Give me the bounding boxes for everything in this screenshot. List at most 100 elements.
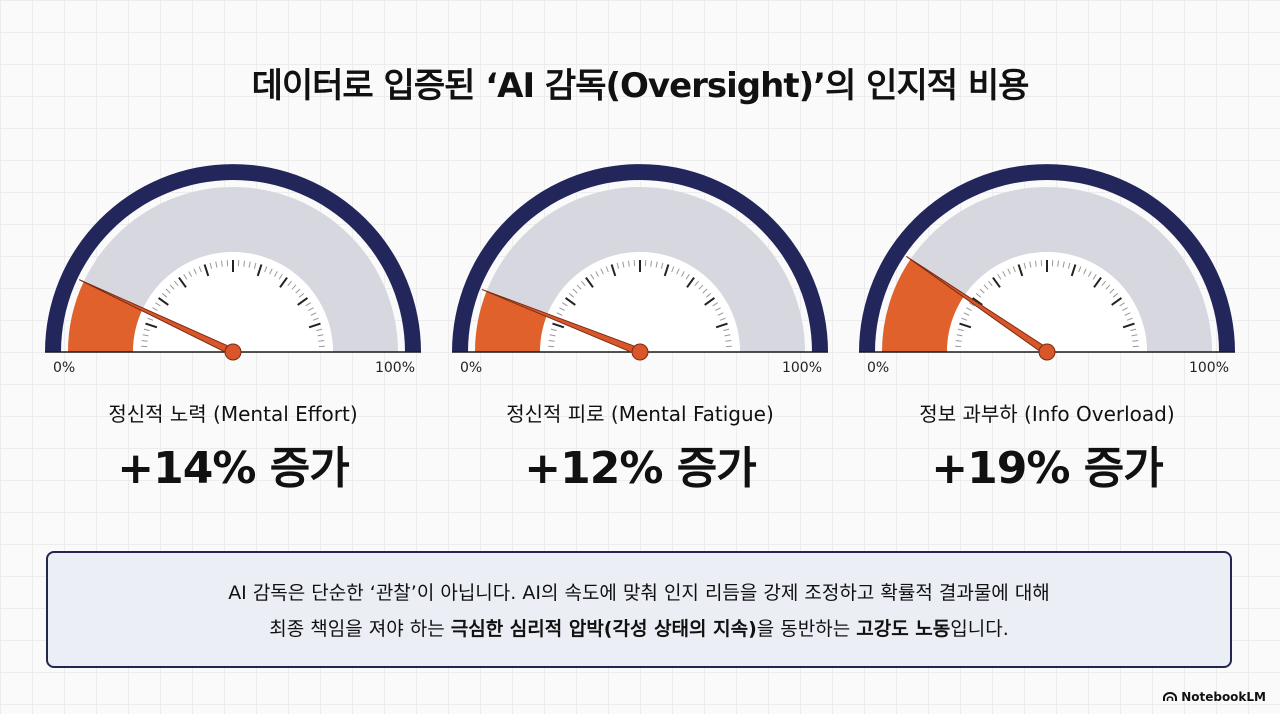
gauge-minor-tick <box>983 284 989 290</box>
gauge-minor-tick <box>717 312 724 316</box>
gauge-minor-tick <box>705 292 712 298</box>
gauge-major-tick <box>297 297 309 306</box>
gauge-major-tick <box>610 264 617 277</box>
gauge-minor-tick <box>312 317 319 321</box>
gauge-major-tick <box>178 276 187 288</box>
gauge-fill <box>68 281 143 352</box>
gauge-major-tick <box>663 264 670 277</box>
gauge-minor-tick <box>193 268 197 275</box>
brand-logo: NotebookLM <box>1163 690 1266 704</box>
gauge-minor-tick <box>1023 262 1027 269</box>
gauge-major-tick <box>971 297 983 306</box>
gauge-minor-tick <box>568 292 575 298</box>
gauge-minor-tick <box>556 312 563 316</box>
page-title: 데이터로 입증된 ‘AI 감독(Oversight)’의 인지적 비용 <box>251 66 1030 106</box>
gauge-minor-tick <box>550 328 557 332</box>
gauge-major-tick <box>1093 276 1102 288</box>
gauge-major-tick <box>203 264 210 277</box>
summary-note: AI 감독은 단순한 ‘관찰’이 아닙니다. AI의 속도에 맞춰 인지 리듬을… <box>46 551 1232 668</box>
gauge-minor-tick <box>316 328 323 332</box>
gauge-major-tick <box>1111 297 1123 306</box>
gauge-minor-tick <box>142 334 149 337</box>
gauge-minor-tick <box>963 312 970 316</box>
gauge-track <box>68 187 398 352</box>
gauge-minor-tick <box>317 334 324 337</box>
gauge-major-tick <box>992 276 1001 288</box>
gauge-minor-tick <box>595 271 600 277</box>
gauge-dial <box>859 164 1235 361</box>
gauge-max-label: 100% <box>1188 360 1229 376</box>
gauge-info-overload: 0% 100% 정보 과부하 (Info Overload) +19% 증가 <box>847 160 1247 510</box>
gauge-minor-tick <box>715 307 721 312</box>
gauge-minor-tick <box>1124 312 1131 316</box>
gauge-minor-tick <box>273 271 278 277</box>
gauge-minor-tick <box>173 280 179 287</box>
gauge-needle-hub <box>224 343 242 361</box>
gauge-minor-tick <box>183 274 188 280</box>
gauge-minor-tick <box>605 266 609 273</box>
gauge-minor-tick <box>676 268 680 275</box>
gauge-major-tick <box>256 264 263 277</box>
gauge-minor-tick <box>215 261 218 268</box>
gauge-minor-tick <box>141 339 148 342</box>
note-emphasis: 극심한 심리적 압박(각성 상태의 지속) <box>450 618 757 640</box>
gauge-mental-fatigue: 0% 100% 정신적 피로 (Mental Fatigue) +12% 증가 <box>440 160 840 510</box>
metric-label: 정신적 피로 (Mental Fatigue) <box>506 402 774 426</box>
gauge-minor-tick <box>1083 268 1087 275</box>
note-line-2: 최종 책임을 져야 하는 극심한 심리적 압박(각성 상태의 지속)을 동반하는… <box>48 611 1230 647</box>
gauge-minor-tick <box>590 274 595 280</box>
gauge-needle-hub <box>1038 343 1056 361</box>
gauge-minor-tick <box>1092 274 1097 280</box>
gauge-minor-tick <box>169 284 175 290</box>
note-line-1: AI 감독은 단순한 ‘관찰’이 아닙니다. AI의 속도에 맞춰 인지 리듬을… <box>228 582 1050 604</box>
gauge-minor-tick <box>1002 271 1007 277</box>
gauge-minor-tick <box>1087 271 1092 277</box>
gauge-minor-tick <box>987 280 993 287</box>
gauge-minor-tick <box>650 260 653 267</box>
gauge-minor-tick <box>724 334 731 337</box>
gauge-major-tick <box>145 322 158 329</box>
gauge-minor-tick <box>1131 334 1138 337</box>
gauge-minor-tick <box>298 292 305 298</box>
gauge-minor-tick <box>723 328 730 332</box>
gauge-minor-tick <box>188 271 193 277</box>
gauge-major-tick <box>564 297 576 306</box>
gauge-minor-tick <box>1007 268 1011 275</box>
gauge-minor-tick <box>269 268 273 275</box>
gauge-minor-tick <box>616 262 620 269</box>
gauge-minor-tick <box>671 266 675 273</box>
gauge-minor-tick <box>1119 302 1125 307</box>
gauge-minor-tick <box>253 262 257 269</box>
gauge-major-tick <box>308 322 321 329</box>
gauge-major-tick <box>715 322 728 329</box>
gauge-minor-tick <box>152 307 158 312</box>
notebooklm-icon <box>1163 692 1178 701</box>
gauge-minor-tick <box>264 266 268 273</box>
gauge-min-label: 0% <box>460 360 483 376</box>
gauge-needle-hub <box>631 343 649 361</box>
gauge-minor-tick <box>295 288 301 294</box>
gauge-minor-tick <box>278 274 283 280</box>
gauge-major-tick <box>1017 264 1024 277</box>
gauge-minor-tick <box>155 302 161 307</box>
gauge-minor-tick <box>1132 339 1139 342</box>
gauge-minor-tick <box>1029 261 1032 268</box>
gauge-minor-tick <box>1067 262 1071 269</box>
gauge-major-tick <box>552 322 565 329</box>
gauge-minor-tick <box>975 292 982 298</box>
gauge-minor-tick <box>655 261 658 268</box>
gauge-minor-tick <box>198 266 202 273</box>
brand-name: NotebookLM <box>1181 690 1266 704</box>
gauge-minor-tick <box>1126 317 1133 321</box>
gauge-minor-tick <box>1012 266 1016 273</box>
gauge-major-tick <box>1070 264 1077 277</box>
gauge-minor-tick <box>165 288 171 294</box>
gauge-minor-tick <box>955 339 962 342</box>
gauge-minor-tick <box>1078 266 1082 273</box>
gauge-minor-tick <box>1101 280 1107 287</box>
gauge-minor-tick <box>308 307 314 312</box>
gauge-dial <box>45 164 421 361</box>
gauge-max-label: 100% <box>374 360 415 376</box>
gauge-fill <box>475 291 548 352</box>
gauge-minor-tick <box>287 280 293 287</box>
